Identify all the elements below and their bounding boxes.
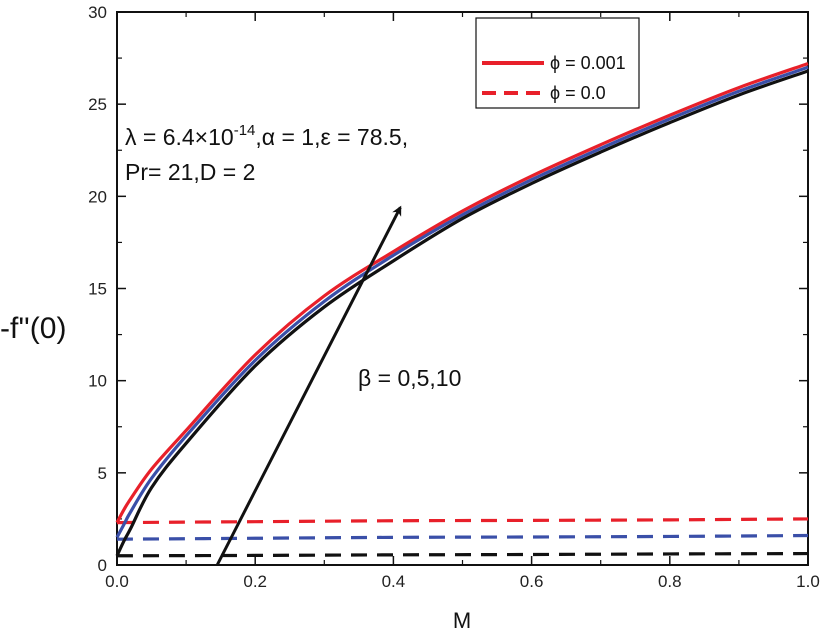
x-axis-title: M bbox=[453, 608, 471, 633]
x-tick-label: 1.0 bbox=[796, 572, 820, 591]
legend-label-phi-00: ϕ = 0.0 bbox=[550, 83, 606, 103]
y-tick-label: 20 bbox=[88, 187, 107, 206]
x-tick-label: 0.2 bbox=[243, 572, 267, 591]
series-line-3 bbox=[116, 517, 809, 525]
series-line-5 bbox=[116, 551, 809, 558]
tick-labels: 0.0 0.2 0.4 0.6 0.8 1.0 0 5 10 15 20 25 30 bbox=[88, 3, 820, 591]
params-line1-suffix: ,α = 1,ε = 78.5, bbox=[255, 124, 408, 150]
y-tick-label: 25 bbox=[88, 95, 107, 114]
x-tick-label: 0.8 bbox=[658, 572, 682, 591]
legend-label-phi-0001: ϕ = 0.001 bbox=[550, 53, 626, 73]
series-line-2 bbox=[115, 69, 809, 557]
series-group bbox=[115, 62, 809, 558]
plot-frame bbox=[116, 11, 809, 566]
x-tick-label: 0.6 bbox=[520, 572, 544, 591]
params-annotation-line1: λ = 6.4×10-14,α = 1,ε = 78.5, bbox=[125, 122, 408, 150]
axis-ticks bbox=[116, 11, 809, 566]
params-annotation-line2: Pr= 21,D = 2 bbox=[125, 159, 255, 185]
legend: ϕ = 0.001 ϕ = 0.0 bbox=[475, 17, 640, 109]
y-tick-label: 5 bbox=[98, 464, 107, 483]
beta-annotation: β = 0,5,10 bbox=[358, 365, 461, 391]
y-tick-label: 15 bbox=[88, 280, 107, 299]
series-line-1 bbox=[115, 65, 809, 539]
y-axis-title: -f''(0) bbox=[0, 312, 66, 345]
y-tick-label: 30 bbox=[88, 3, 107, 22]
params-line1-exponent: -14 bbox=[234, 122, 256, 139]
params-line1-prefix: λ = 6.4×10 bbox=[125, 124, 234, 150]
series-line-4 bbox=[116, 533, 809, 541]
x-tick-label: 0.0 bbox=[105, 572, 129, 591]
y-tick-label: 0 bbox=[98, 556, 107, 575]
y-tick-label: 10 bbox=[88, 372, 107, 391]
series-line-0 bbox=[115, 62, 809, 524]
beta-arrow bbox=[215, 205, 402, 566]
x-tick-label: 0.4 bbox=[382, 572, 406, 591]
